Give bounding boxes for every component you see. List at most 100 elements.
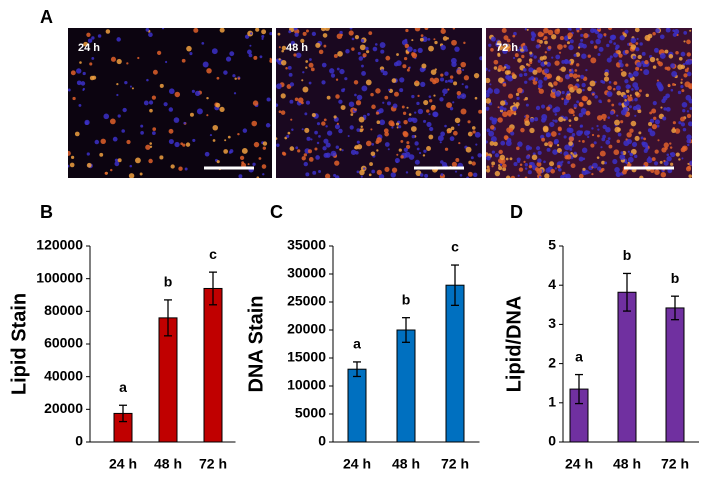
cell [131, 87, 134, 90]
cell [572, 85, 578, 91]
cell [403, 120, 408, 125]
cell [554, 167, 558, 170]
cell [478, 109, 482, 114]
cell [423, 99, 429, 106]
cell [384, 95, 389, 100]
cell [528, 67, 534, 73]
cell [201, 41, 205, 45]
cell [578, 173, 584, 178]
cell [371, 143, 375, 146]
cell [124, 81, 128, 85]
cell [589, 80, 596, 87]
micrograph [486, 28, 692, 178]
cell [289, 82, 295, 87]
cell [467, 120, 471, 124]
cell [116, 83, 119, 86]
cell [365, 46, 369, 51]
cell [185, 142, 191, 147]
cell [159, 155, 164, 160]
cell [452, 28, 456, 30]
cell [683, 30, 688, 35]
cell [129, 85, 132, 88]
cell [567, 160, 571, 164]
cell [449, 75, 454, 79]
cell [622, 169, 627, 175]
error-bar [353, 361, 361, 378]
cell [659, 53, 666, 59]
cell [586, 130, 591, 135]
cell [529, 118, 535, 123]
cell [607, 99, 611, 103]
cell [411, 134, 415, 139]
cell [338, 128, 343, 134]
cell [614, 167, 620, 173]
cell [636, 37, 639, 41]
cell [624, 79, 629, 84]
cell [524, 176, 528, 178]
cell [454, 46, 460, 52]
y-tick-label: 3 [548, 315, 556, 331]
cell [537, 79, 543, 85]
cell [359, 44, 366, 51]
cell [607, 85, 612, 91]
x-tick-label: 72 h [441, 456, 469, 472]
cell [229, 51, 235, 57]
cell [671, 128, 677, 134]
cell [591, 162, 598, 169]
cell [368, 31, 373, 36]
cell [509, 157, 513, 161]
cell [146, 78, 149, 82]
cell [557, 164, 561, 169]
cell [513, 162, 518, 167]
cell [161, 28, 165, 30]
cell [287, 131, 291, 135]
cell [547, 29, 554, 36]
cell [614, 119, 620, 126]
cell [375, 140, 380, 145]
cell [387, 88, 391, 91]
cell [563, 59, 569, 65]
cell [76, 68, 82, 74]
cell [656, 58, 659, 61]
cell [486, 106, 490, 111]
cell [557, 127, 562, 132]
cell [647, 128, 653, 133]
cell [305, 66, 308, 69]
cell [564, 144, 570, 151]
cell [353, 80, 359, 85]
cell [572, 73, 578, 79]
cell [405, 144, 411, 149]
cell [620, 151, 624, 155]
cell [613, 149, 620, 156]
cell [439, 97, 444, 102]
cell [363, 167, 366, 170]
cell [656, 79, 659, 82]
cell [620, 109, 627, 116]
cell [682, 109, 686, 113]
cell [537, 158, 542, 163]
cell [570, 152, 573, 155]
cell [468, 160, 472, 165]
cell [659, 160, 663, 164]
cell [498, 77, 504, 84]
image-background [68, 28, 272, 178]
cell [403, 147, 408, 152]
cell [598, 46, 604, 52]
cell [491, 119, 497, 125]
cell [568, 136, 574, 142]
cell [593, 45, 598, 49]
cell [652, 31, 656, 36]
cell [544, 51, 548, 54]
cell [385, 55, 391, 61]
cell [301, 156, 306, 161]
cell [613, 87, 616, 91]
cell [545, 167, 551, 173]
cell [323, 138, 329, 144]
cell [551, 56, 554, 59]
cell [333, 53, 338, 58]
cell [290, 40, 296, 46]
cell [567, 28, 572, 31]
cell [316, 141, 320, 145]
cell [423, 149, 427, 153]
cell [551, 131, 557, 137]
